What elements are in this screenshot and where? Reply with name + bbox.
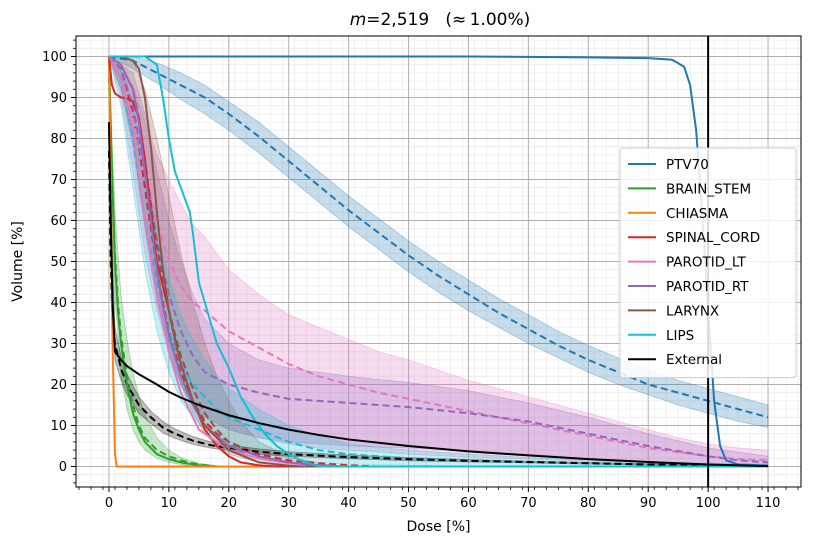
x-tick-label: 70 xyxy=(520,496,537,511)
x-tick-label: 90 xyxy=(640,496,657,511)
series-lines xyxy=(107,55,769,468)
dashed-line-ptv70 xyxy=(108,55,769,419)
dashed-line-parotid-lt xyxy=(108,55,769,462)
line-spinal-cord xyxy=(107,56,769,468)
x-tick-label: 110 xyxy=(756,496,781,511)
legend-label-ptv70: PTV70 xyxy=(666,157,709,173)
legend-label-lips: LIPS xyxy=(666,328,694,344)
y-tick-label: 90 xyxy=(50,91,67,106)
legend-label-external: External xyxy=(666,352,722,368)
y-tick-label: 10 xyxy=(50,419,67,434)
legend-label-larynx: LARYNX xyxy=(666,303,719,319)
x-tick-label: 0 xyxy=(105,496,113,511)
y-tick-label: 100 xyxy=(42,50,67,65)
chart-title-variable: m xyxy=(350,10,367,30)
y-tick-label: 30 xyxy=(50,337,67,352)
x-tick-label: 100 xyxy=(696,496,721,511)
line-lips xyxy=(108,55,769,468)
y-axis-label: Volume [%] xyxy=(10,221,26,302)
x-tick-label: 80 xyxy=(580,496,597,511)
y-tick-label: 40 xyxy=(50,296,67,311)
x-axis-label: Dose [%] xyxy=(407,519,471,535)
band-brain-stem xyxy=(108,56,769,467)
line-external xyxy=(107,122,769,468)
legend-label-chiasma: CHIASMA xyxy=(666,206,729,222)
y-tick-label: 20 xyxy=(50,378,67,393)
x-tick-label: 10 xyxy=(161,496,178,511)
line-parotid-rt xyxy=(108,55,769,468)
x-tick-label: 60 xyxy=(460,496,477,511)
chart-title: m=2,519 (≈ 1.00%) xyxy=(350,10,531,30)
axis-ticks: 0 10 20 30 40 50 60 70 80 90 100 110 0 10 20 30 40 50 60 70… xyxy=(42,39,799,511)
dashed-line-external xyxy=(107,150,769,468)
y-tick-label: 80 xyxy=(50,132,67,147)
legend-box xyxy=(619,147,797,379)
x-tick-label: 20 xyxy=(221,496,238,511)
band-parotid-lt xyxy=(108,56,769,466)
legend-label-parotid-lt: PAROTID_LT xyxy=(666,255,747,271)
legend-label-parotid-rt: PAROTID_RT xyxy=(666,279,749,295)
line-ptv70 xyxy=(108,55,769,467)
legend-label-brain-stem: BRAIN_STEM xyxy=(666,181,751,197)
legend-label-spinal-cord: SPINAL_CORD xyxy=(666,230,760,246)
y-tick-label: 70 xyxy=(50,173,67,188)
x-tick-label: 50 xyxy=(400,496,417,511)
y-tick-label: 50 xyxy=(50,255,67,270)
chart-title-rest: =2,519 (≈ 1.00%) xyxy=(366,10,530,30)
x-tick-label: 30 xyxy=(280,496,297,511)
line-brain-stem xyxy=(107,56,769,468)
line-larynx xyxy=(108,55,769,468)
legend: PTV70 BRAIN_STEM CHIASMA SPINAL_CORD PAROTID… xyxy=(619,147,797,379)
x-tick-label: 40 xyxy=(340,496,357,511)
y-tick-label: 60 xyxy=(50,214,67,229)
y-tick-label: 0 xyxy=(59,460,67,475)
